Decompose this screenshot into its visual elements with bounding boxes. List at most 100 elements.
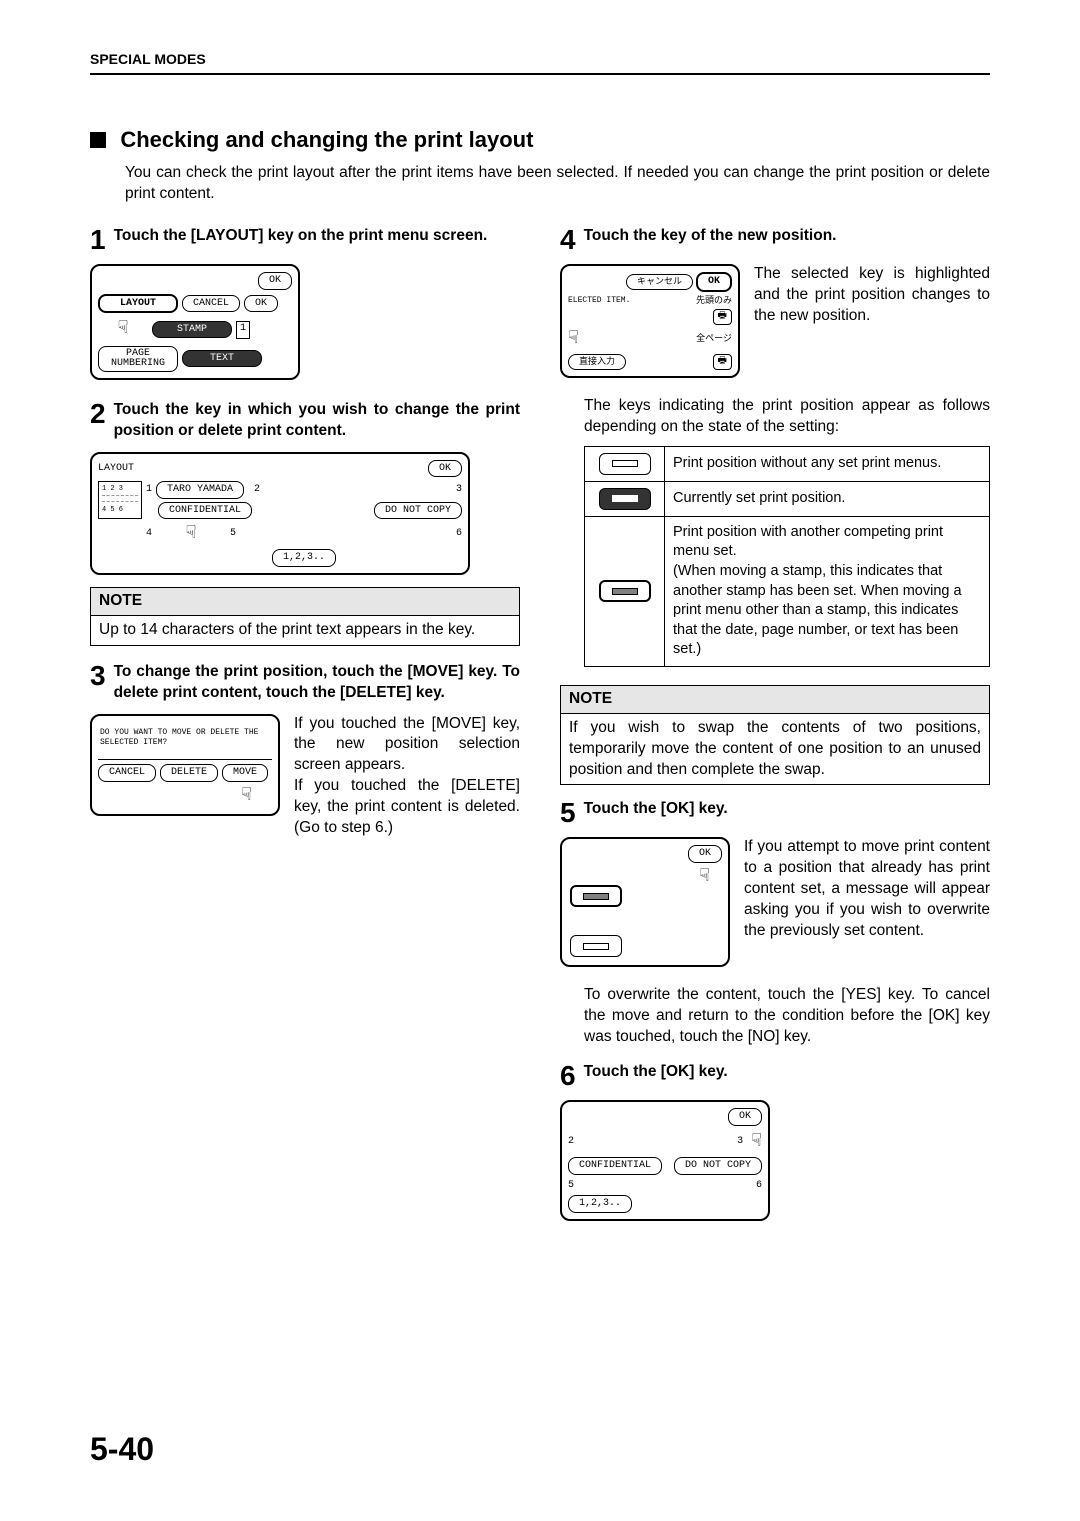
page-numbering-button[interactable]: PAGE NUMBERING bbox=[98, 346, 178, 372]
layout-thumb: 1 2 3 4 5 6 bbox=[98, 481, 142, 519]
note-heading: NOTE bbox=[561, 686, 989, 714]
legend-text: Print position with another competing pr… bbox=[665, 516, 990, 666]
position-legend-table: Print position without any set print men… bbox=[584, 446, 990, 667]
move-button[interactable]: MOVE bbox=[222, 764, 268, 782]
pos-empty-icon bbox=[599, 453, 651, 475]
step-number: 6 bbox=[560, 1062, 576, 1090]
do-not-copy-button[interactable]: DO NOT COPY bbox=[674, 1157, 762, 1175]
step-4: 4 Touch the key of the new position. bbox=[560, 226, 990, 254]
step-number: 2 bbox=[90, 400, 106, 442]
step-5-body-1: If you attempt to move print content to … bbox=[744, 837, 990, 942]
cell-2: 2 bbox=[568, 1135, 574, 1149]
table-row: Currently set print position. bbox=[585, 481, 990, 516]
step-6: 6 Touch the [OK] key. bbox=[560, 1062, 990, 1090]
screen-layout-grid: LAYOUT OK 1 2 3 4 5 6 1 TARO YAMADA 2 3 bbox=[90, 452, 470, 575]
cell-2: 2 bbox=[254, 483, 260, 497]
step-number: 5 bbox=[560, 799, 576, 827]
step-heading: Touch the [OK] key. bbox=[584, 1062, 728, 1090]
note-box: NOTE Up to 14 characters of the print te… bbox=[90, 587, 520, 646]
taro-button[interactable]: TARO YAMADA bbox=[156, 481, 244, 499]
senzu-label: 先頭のみ bbox=[696, 295, 732, 307]
ok-button[interactable]: OK bbox=[696, 272, 732, 292]
cancel-button-jp[interactable]: キャンセル bbox=[626, 274, 693, 290]
cell-5: 5 bbox=[568, 1179, 574, 1193]
pos-current-icon bbox=[599, 488, 651, 510]
screen-final-layout: OK 2 3 ☟ CONFIDENTIAL DO NOT COPY 5 6 1,… bbox=[560, 1100, 770, 1220]
printer-icon: 🖶 bbox=[713, 354, 732, 370]
right-column: 4 Touch the key of the new position. キャン… bbox=[560, 226, 990, 1220]
seq-button[interactable]: 1,2,3.. bbox=[272, 549, 336, 567]
step-4-body: The selected key is highlighted and the … bbox=[754, 264, 990, 327]
cell-6: 6 bbox=[756, 1179, 762, 1193]
seq-button[interactable]: 1,2,3.. bbox=[568, 1195, 632, 1213]
screen-position-select: キャンセル OK ELECTED ITEM. 先頭のみ 🖶 ☟ 全ページ 直接入… bbox=[560, 264, 740, 378]
step-2: 2 Touch the key in which you wish to cha… bbox=[90, 400, 520, 442]
ok-button[interactable]: OK bbox=[688, 845, 722, 863]
layout-cursor: ☟ bbox=[98, 317, 148, 341]
bullet-square-icon bbox=[90, 132, 106, 148]
delete-button[interactable]: DELETE bbox=[160, 764, 218, 782]
step-number: 3 bbox=[90, 662, 106, 704]
section-title: Checking and changing the print layout bbox=[120, 127, 533, 152]
ok-button-2[interactable]: OK bbox=[244, 295, 278, 313]
cell-3: 3 bbox=[737, 1135, 743, 1149]
hand-cursor-icon: ☟ bbox=[751, 1130, 762, 1154]
confidential-button[interactable]: CONFIDENTIAL bbox=[568, 1157, 662, 1175]
note-body: Up to 14 characters of the print text ap… bbox=[91, 616, 519, 645]
pos-competing-icon bbox=[599, 580, 651, 602]
note-heading: NOTE bbox=[91, 588, 519, 616]
stamp-button[interactable]: STAMP bbox=[152, 321, 232, 339]
step-5-body-2: To overwrite the content, touch the [YES… bbox=[584, 985, 990, 1048]
page-number: 5-40 bbox=[90, 1428, 154, 1471]
prompt-text: DO YOU WANT TO MOVE OR DELETE THE SELECT… bbox=[100, 728, 270, 750]
legend-text: Print position without any set print men… bbox=[665, 446, 990, 481]
confidential-button[interactable]: CONFIDENTIAL bbox=[158, 502, 252, 520]
do-not-copy-button[interactable]: DO NOT COPY bbox=[374, 502, 462, 520]
hand-cursor-icon: ☟ bbox=[699, 865, 710, 889]
cell-3: 3 bbox=[456, 483, 462, 497]
elected-label: ELECTED ITEM. bbox=[568, 296, 630, 307]
note-box: NOTE If you wish to swap the contents of… bbox=[560, 685, 990, 786]
step-number: 4 bbox=[560, 226, 576, 254]
cancel-button[interactable]: CANCEL bbox=[98, 764, 156, 782]
layout-button[interactable]: LAYOUT bbox=[98, 294, 178, 314]
header-rule bbox=[90, 73, 990, 75]
page-header: SPECIAL MODES bbox=[90, 50, 990, 69]
cell-4: 4 bbox=[146, 527, 152, 541]
pos-icon bbox=[570, 935, 622, 957]
table-row: Print position with another competing pr… bbox=[585, 516, 990, 666]
hand-cursor-icon: ☟ bbox=[568, 327, 579, 351]
legend-intro: The keys indicating the print position a… bbox=[584, 396, 990, 438]
step-5: 5 Touch the [OK] key. bbox=[560, 799, 990, 827]
note-body: If you wish to swap the contents of two … bbox=[561, 714, 989, 785]
printer-icon: 🖶 bbox=[713, 309, 732, 325]
step-heading: Touch the [OK] key. bbox=[584, 799, 728, 827]
step-heading: Touch the key of the new position. bbox=[584, 226, 837, 254]
ok-button[interactable]: OK bbox=[428, 460, 462, 478]
zen-label: 全ページ bbox=[696, 333, 732, 345]
cell-1: 1 bbox=[146, 483, 152, 497]
cell-6: 6 bbox=[456, 527, 462, 541]
ok-button[interactable]: OK bbox=[258, 272, 292, 290]
table-row: Print position without any set print men… bbox=[585, 446, 990, 481]
step-heading: Touch the [LAYOUT] key on the print menu… bbox=[114, 226, 488, 254]
hand-cursor-icon: ☟ bbox=[118, 317, 129, 341]
pos-icon bbox=[570, 885, 622, 907]
screen-move-delete: DO YOU WANT TO MOVE OR DELETE THE SELECT… bbox=[90, 714, 280, 816]
legend-text: Currently set print position. bbox=[665, 481, 990, 516]
text-button[interactable]: TEXT bbox=[182, 350, 262, 368]
step-1: 1 Touch the [LAYOUT] key on the print me… bbox=[90, 226, 520, 254]
layout-label: LAYOUT bbox=[98, 462, 134, 476]
ok-button[interactable]: OK bbox=[728, 1108, 762, 1126]
hand-cursor-icon: ☟ bbox=[241, 784, 252, 808]
step-3: 3 To change the print position, touch th… bbox=[90, 662, 520, 704]
scroll-indicator: 1 bbox=[236, 321, 250, 339]
left-column: 1 Touch the [LAYOUT] key on the print me… bbox=[90, 226, 520, 1220]
section-heading: Checking and changing the print layout bbox=[90, 125, 990, 155]
hand-cursor-icon: ☟ bbox=[186, 522, 197, 546]
step-3-body: If you touched the [MOVE] key, the new p… bbox=[294, 714, 520, 840]
screen-ok-overwrite: OK ☟ bbox=[560, 837, 730, 967]
section-intro: You can check the print layout after the… bbox=[125, 163, 990, 205]
cancel-button[interactable]: CANCEL bbox=[182, 295, 240, 313]
direct-input-button[interactable]: 直接入力 bbox=[568, 354, 626, 370]
